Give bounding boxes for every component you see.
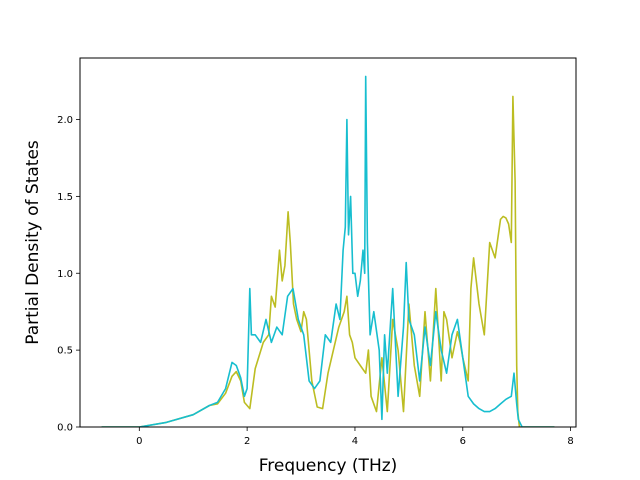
y-tick-label: 0.0 bbox=[57, 423, 73, 434]
series-layer bbox=[101, 75, 555, 427]
y-axis-label: Partial Density of States bbox=[23, 140, 43, 345]
x-tick-label: 2 bbox=[244, 436, 250, 447]
x-tick-label: 0 bbox=[136, 436, 142, 447]
x-tick-label: 6 bbox=[460, 436, 466, 447]
y-axis-ticks: 0.0 0.5 1.0 1.5 2.0 bbox=[57, 115, 80, 434]
y-tick-label: 2.0 bbox=[57, 115, 73, 126]
x-axis-label: Frequency (THz) bbox=[259, 456, 398, 476]
y-tick-label: 1.0 bbox=[57, 269, 73, 280]
x-tick-label: 8 bbox=[567, 436, 573, 447]
plot-area-frame bbox=[79, 57, 577, 428]
pdos-series-line-1 bbox=[101, 95, 555, 427]
y-tick-label: 1.5 bbox=[57, 192, 73, 203]
y-tick-label: 0.5 bbox=[57, 346, 73, 357]
x-axis-ticks: 0 2 4 6 8 bbox=[136, 427, 574, 447]
pdos-series-line-2 bbox=[101, 75, 555, 427]
x-tick-label: 4 bbox=[352, 436, 358, 447]
